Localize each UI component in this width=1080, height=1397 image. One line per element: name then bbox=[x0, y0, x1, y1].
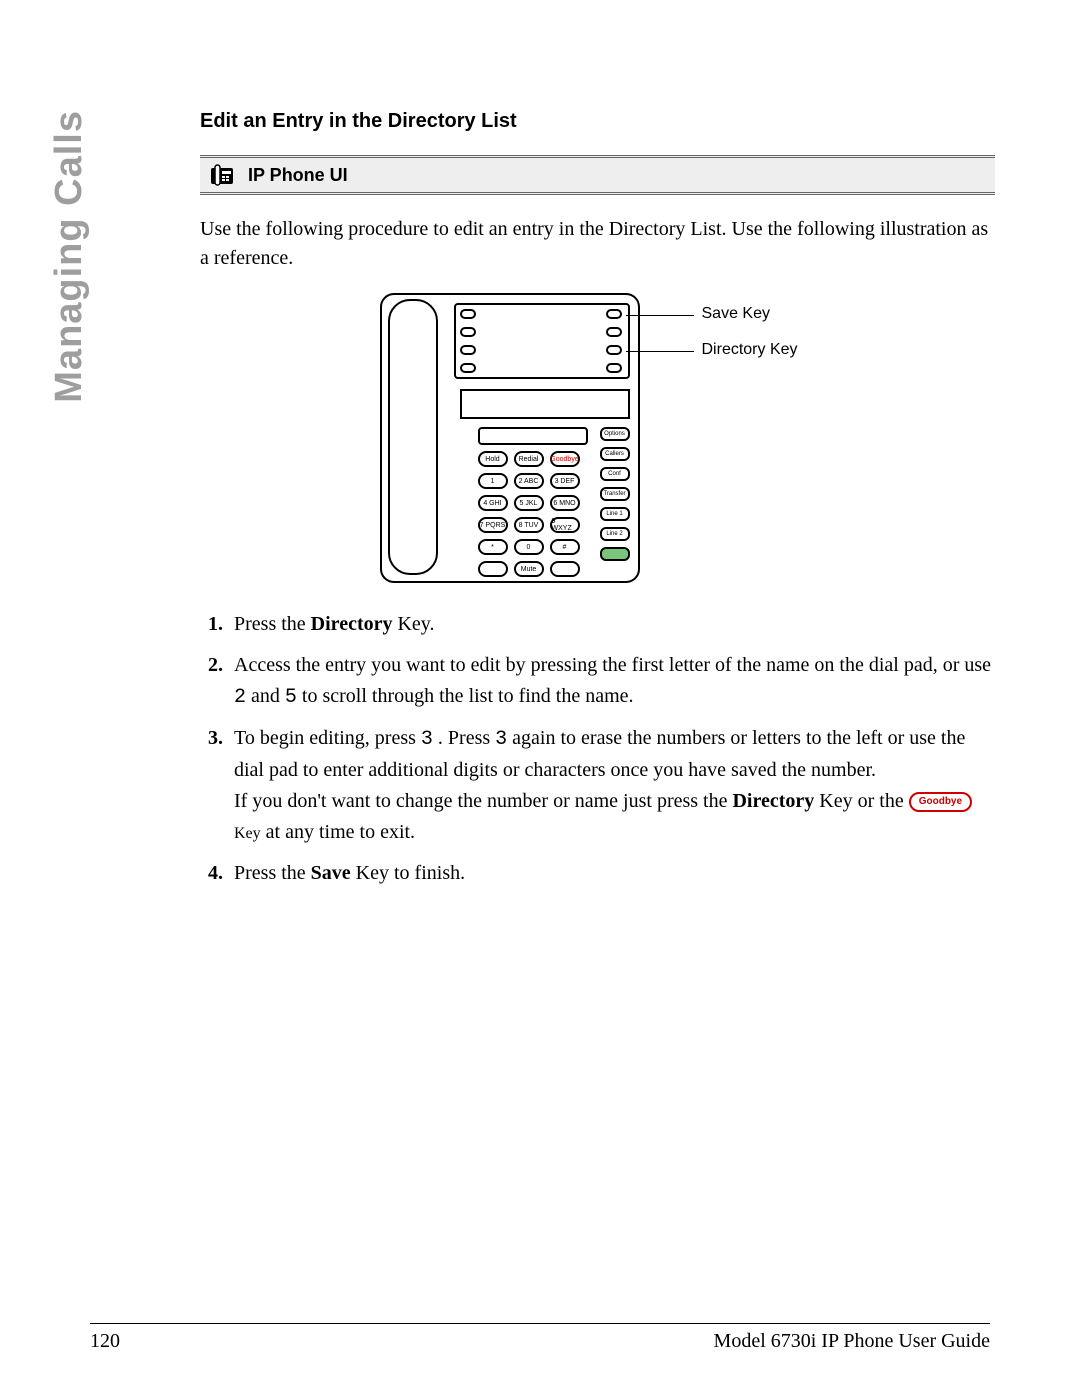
directory-bold: Directory bbox=[732, 790, 814, 812]
dialpad-0: 0 bbox=[514, 539, 544, 555]
step-text: . Press bbox=[433, 727, 495, 749]
callout-directory-key: Directory Key bbox=[702, 341, 798, 359]
softkey bbox=[460, 327, 476, 337]
section-tab: Managing Calls bbox=[48, 110, 91, 403]
lcd-screen bbox=[460, 389, 630, 419]
hold-key: Hold bbox=[478, 451, 508, 467]
step-3: To begin editing, press 3 . Press 3 agai… bbox=[228, 723, 995, 848]
softkey bbox=[606, 327, 622, 337]
key-row: 7 PQRS 8 TUV 9 WXYZ bbox=[478, 517, 580, 533]
page-content: Edit an Entry in the Directory List IP P… bbox=[200, 110, 995, 899]
softkey-directory bbox=[606, 345, 622, 355]
speaker-key bbox=[600, 547, 630, 561]
side-keys: Options Callers Conf Transfer Line 1 Lin… bbox=[600, 427, 630, 561]
key-row: 4 GHI 5 JKL 6 MNO bbox=[478, 495, 580, 511]
step-text: at any time to exit. bbox=[261, 821, 415, 843]
key-3: 3 bbox=[495, 728, 507, 751]
ui-banner: IP Phone UI bbox=[200, 155, 995, 195]
section-heading: Edit an Entry in the Directory List bbox=[200, 110, 995, 133]
callout-line bbox=[626, 315, 694, 316]
key-5: 5 bbox=[285, 686, 297, 709]
dialpad-2: 2 ABC bbox=[514, 473, 544, 489]
dialpad-5: 5 JKL bbox=[514, 495, 544, 511]
key-3: 3 bbox=[421, 728, 433, 751]
callout-line bbox=[626, 351, 694, 352]
dialpad-8: 8 TUV bbox=[514, 517, 544, 533]
step-1: Press the Directory Key. bbox=[228, 609, 995, 640]
softkey bbox=[606, 363, 622, 373]
goodbye-key: Goodbye bbox=[550, 451, 580, 467]
dialpad-3: 3 DEF bbox=[550, 473, 580, 489]
handset bbox=[388, 299, 438, 575]
step-4: Press the Save Key to finish. bbox=[228, 858, 995, 889]
step-text: Access the entry you want to edit by pre… bbox=[234, 654, 991, 676]
dialpad-4: 4 GHI bbox=[478, 495, 508, 511]
phone-icon bbox=[210, 164, 238, 186]
dpad bbox=[478, 427, 588, 445]
page-footer: 120 Model 6730i IP Phone User Guide bbox=[90, 1323, 990, 1353]
step-text: Press the bbox=[234, 862, 311, 884]
step-text: Press the bbox=[234, 613, 311, 635]
goodbye-key-icon: Goodbye bbox=[909, 792, 972, 812]
step-text: To begin editing, press bbox=[234, 727, 421, 749]
dialpad-9: 9 WXYZ bbox=[550, 517, 580, 533]
footer-title: Model 6730i IP Phone User Guide bbox=[714, 1330, 990, 1353]
step-2: Access the entry you want to edit by pre… bbox=[228, 650, 995, 713]
step-text: Key. bbox=[392, 613, 434, 635]
dialpad-star: * bbox=[478, 539, 508, 555]
directory-bold: Directory bbox=[311, 613, 393, 635]
illustration-wrap: Hold Redial Goodbye 1 2 ABC 3 DEF 4 GHI … bbox=[200, 287, 995, 587]
callers-key: Callers bbox=[600, 447, 630, 461]
dialpad-hash: # bbox=[550, 539, 580, 555]
line2-key: Line 2 bbox=[600, 527, 630, 541]
fn-key bbox=[550, 561, 580, 577]
redial-key: Redial bbox=[514, 451, 544, 467]
step-text: If you don't want to change the number o… bbox=[234, 790, 732, 812]
label-pad bbox=[454, 303, 630, 379]
mute-key: Mute bbox=[514, 561, 544, 577]
dialpad-6: 6 MNO bbox=[550, 495, 580, 511]
phone-illustration: Hold Redial Goodbye 1 2 ABC 3 DEF 4 GHI … bbox=[368, 287, 828, 587]
key-row: Mute bbox=[478, 561, 580, 577]
softkey bbox=[460, 363, 476, 373]
intro-text: Use the following procedure to edit an e… bbox=[200, 215, 995, 273]
fn-key bbox=[478, 561, 508, 577]
step-text: to scroll through the list to find the n… bbox=[297, 685, 634, 707]
softkey bbox=[460, 345, 476, 355]
step-text: and bbox=[246, 685, 285, 707]
dialpad-7: 7 PQRS bbox=[478, 517, 508, 533]
step-text: Key to finish. bbox=[351, 862, 465, 884]
options-key: Options bbox=[600, 427, 630, 441]
key-row: Hold Redial Goodbye bbox=[478, 451, 580, 467]
save-bold: Save bbox=[311, 862, 351, 884]
step-text-small: Key bbox=[234, 825, 261, 842]
callout-save-key: Save Key bbox=[702, 305, 770, 323]
xfer-key: Transfer bbox=[600, 487, 630, 501]
softkey bbox=[460, 309, 476, 319]
procedure-steps: Press the Directory Key. Access the entr… bbox=[200, 609, 995, 889]
ui-banner-label: IP Phone UI bbox=[248, 165, 348, 186]
step-text: Key or the bbox=[814, 790, 908, 812]
key-row: * 0 # bbox=[478, 539, 580, 555]
key-row: 1 2 ABC 3 DEF bbox=[478, 473, 580, 489]
conf-key: Conf bbox=[600, 467, 630, 481]
softkey-save bbox=[606, 309, 622, 319]
key-2: 2 bbox=[234, 686, 246, 709]
line1-key: Line 1 bbox=[600, 507, 630, 521]
dialpad-1: 1 bbox=[478, 473, 508, 489]
page-number: 120 bbox=[90, 1330, 120, 1353]
